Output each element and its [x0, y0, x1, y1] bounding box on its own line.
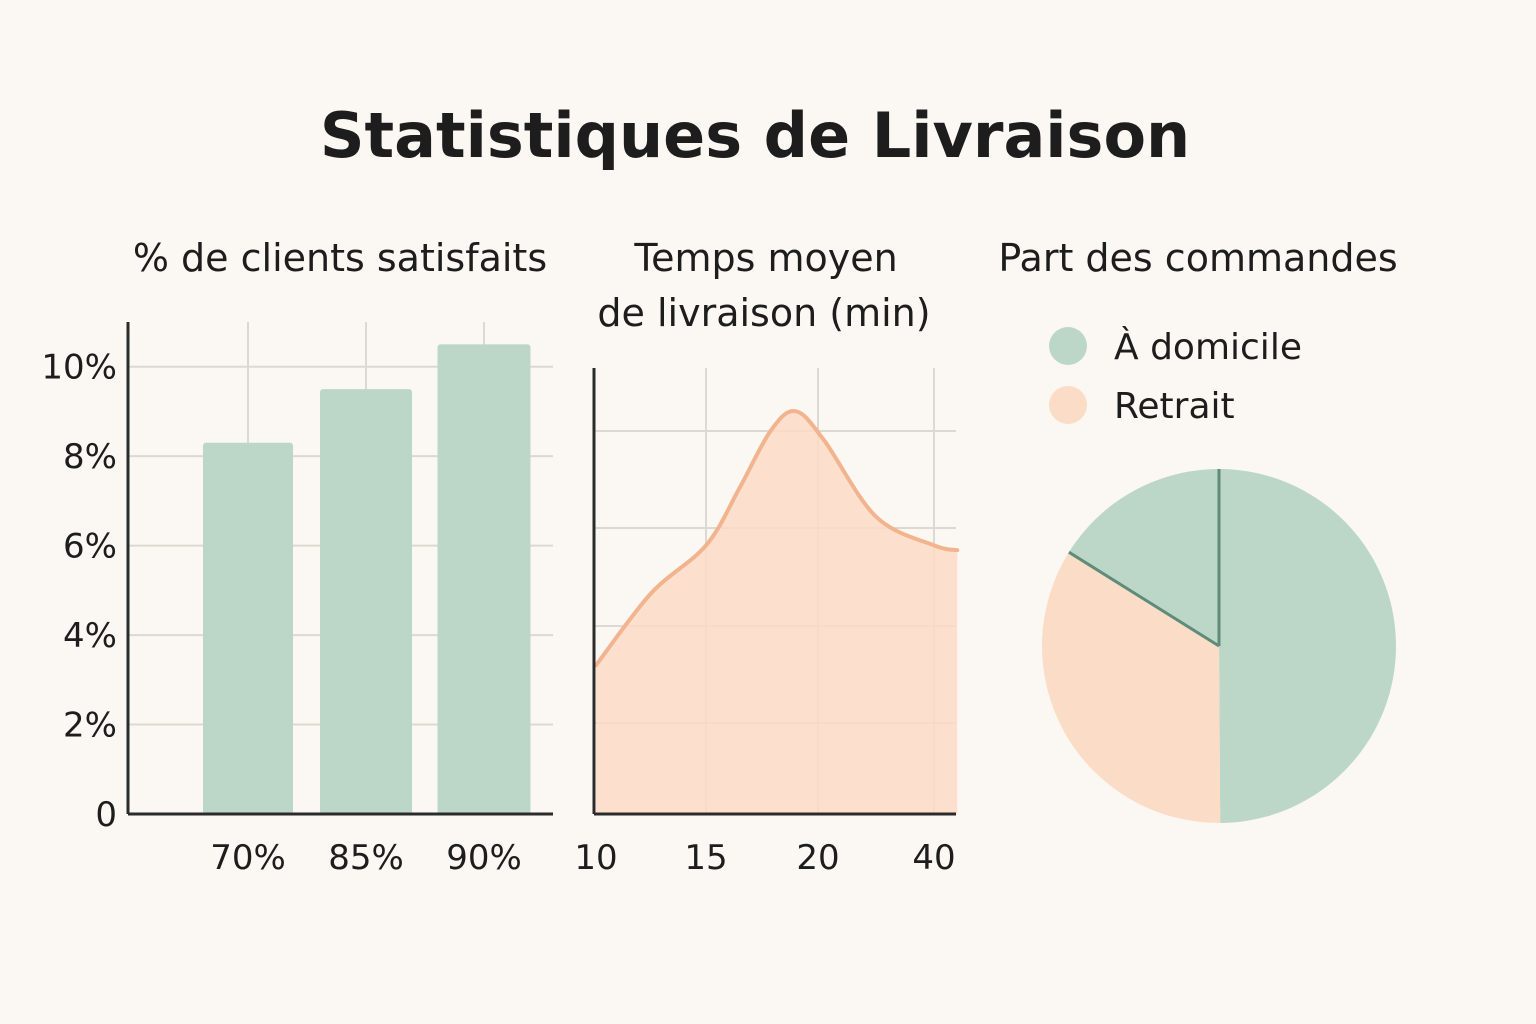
bar-0	[203, 442, 293, 814]
bar-y-tick-label-0: 0	[95, 795, 117, 835]
bar-x-tick-label-2: 90%	[446, 838, 522, 878]
area-x-tick-labels: 10 15 20 40	[574, 838, 955, 878]
pie-chart-title: Part des commandes	[998, 236, 1397, 280]
area-fill	[596, 410, 958, 814]
bar-x-tick-labels: 70% 85% 90%	[210, 838, 522, 878]
bar-axes	[126, 322, 553, 816]
bar-series	[203, 344, 531, 814]
bar-x-tick-label-0: 70%	[210, 838, 286, 878]
bar-y-tick-label-2: 4%	[63, 616, 117, 656]
bar-x-tick-label-1: 85%	[328, 838, 404, 878]
area-x-tick-label-1: 15	[684, 838, 727, 878]
bar-y-tick-label-5: 10%	[41, 348, 117, 388]
area-x-tick-label-2: 20	[796, 838, 839, 878]
area-x-tick-label-0: 10	[574, 838, 617, 878]
pie-legend: À domicile Retrait	[1049, 326, 1302, 427]
bar-chart-title: % de clients satisfaits	[133, 236, 547, 280]
bar-2	[437, 344, 531, 814]
area-axes	[592, 368, 956, 816]
pie-slice-0	[1068, 469, 1396, 823]
area-x-tick-label-3: 40	[912, 838, 955, 878]
bar-y-tick-label-4: 8%	[63, 437, 117, 477]
bar-y-tick-label-3: 6%	[63, 527, 117, 567]
area-series	[594, 409, 960, 814]
area-line	[594, 409, 960, 668]
area-chart-title-line-2: de livraison (min)	[597, 291, 930, 335]
legend-label-retrait: Retrait	[1114, 386, 1235, 427]
pie-slices	[1041, 469, 1396, 824]
area-chart-title-line-1: Temps moyen	[633, 236, 897, 280]
bar-y-tick-label-1: 2%	[63, 706, 117, 746]
pie-divider-1	[1068, 550, 1220, 648]
bar-y-tick-labels: 0 2% 4% 6% 8% 10%	[41, 348, 117, 835]
legend-swatch-retrait	[1049, 386, 1087, 424]
legend-label-domicile: À domicile	[1114, 326, 1302, 368]
bar-chart: % de clients satisfaits 0 2% 4% 6% 8% 10% 70%…	[41, 236, 553, 878]
area-chart: Temps moyen de livraison (min) 10 15 20 40	[574, 236, 960, 878]
pie-chart: Part des commandes À domicile Retrait	[998, 236, 1398, 824]
bar-1	[320, 389, 412, 814]
main-title: Statistiques de Livraison	[320, 99, 1190, 172]
legend-swatch-domicile	[1049, 327, 1087, 365]
